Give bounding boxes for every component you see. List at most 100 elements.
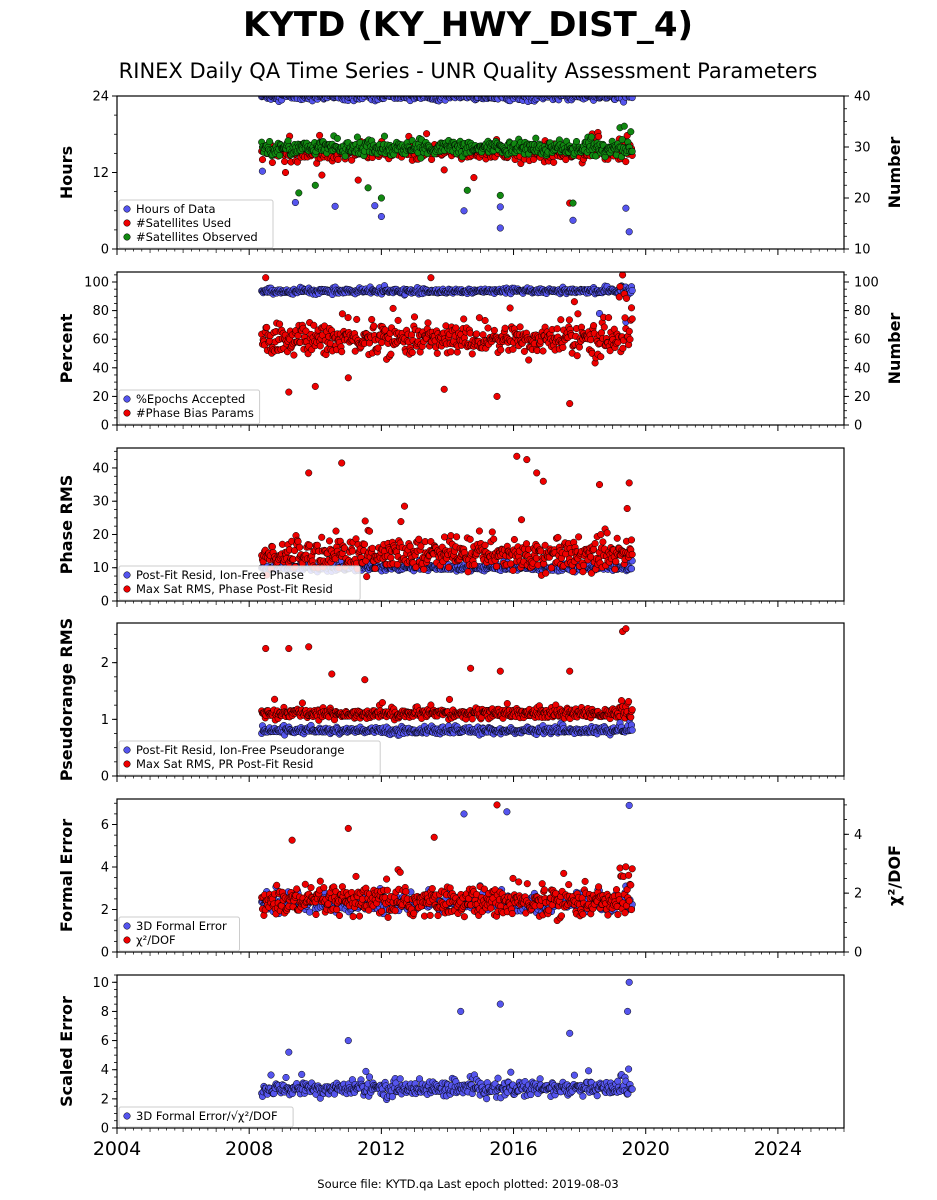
y-tick-label: 40 <box>92 461 109 476</box>
data-point <box>600 86 607 93</box>
data-point <box>628 315 636 323</box>
outlier-point <box>619 272 627 279</box>
data-point <box>445 563 453 571</box>
data-point <box>484 324 492 332</box>
data-point <box>592 152 600 160</box>
data-point <box>420 565 428 573</box>
data-point <box>400 96 404 97</box>
data-point <box>410 313 419 321</box>
data-point <box>488 528 496 536</box>
data-point <box>374 86 381 93</box>
data-point <box>564 96 567 97</box>
data-point <box>565 316 573 324</box>
series--phase-bias-params <box>258 272 636 408</box>
data-point <box>529 96 532 97</box>
figure-title: KYTD (KY_HWY_DIST_4) <box>243 5 693 45</box>
series-post-fit-resid-ion-free-pseudorange <box>258 716 636 739</box>
legend: Hours of Data#Satellites Used#Satellites… <box>118 199 274 249</box>
data-point <box>294 537 302 546</box>
data-point <box>453 89 460 96</box>
data-point <box>532 134 540 142</box>
data-point <box>455 96 460 97</box>
y-right-tick-label: 30 <box>854 141 871 156</box>
data-point <box>371 88 378 95</box>
outlier-point <box>539 477 547 485</box>
data-point <box>581 89 588 96</box>
data-point <box>422 86 429 93</box>
data-point <box>370 322 378 330</box>
y-tick-label: 30 <box>92 495 109 510</box>
data-point <box>338 88 345 95</box>
plot-area <box>258 272 636 408</box>
y-tick-label: 80 <box>92 304 109 319</box>
data-point <box>473 330 481 338</box>
data-point <box>547 564 556 572</box>
data-point <box>341 152 349 160</box>
data-point <box>475 314 483 322</box>
y-tick-label: 60 <box>92 333 109 348</box>
outlier-point <box>311 382 319 390</box>
legend-label: %Epochs Accepted <box>136 392 245 406</box>
data-point <box>332 87 339 94</box>
data-point <box>268 543 276 551</box>
series--epochs-accepted <box>258 282 636 326</box>
outlier-point <box>427 274 435 282</box>
data-point <box>423 130 431 138</box>
data-point <box>334 155 342 164</box>
data-point <box>322 96 324 97</box>
data-point <box>363 573 371 581</box>
outlier-point <box>338 459 346 467</box>
data-point <box>353 96 357 97</box>
series-max-sat-rms-pr-post-fit-resid <box>258 625 636 724</box>
outlier-point <box>569 216 577 224</box>
plot-area <box>258 452 636 581</box>
legend-label: #Phase Bias Params <box>136 406 254 420</box>
legend-label: Hours of Data <box>136 202 216 216</box>
outlier-point <box>354 176 362 184</box>
outlier-point <box>440 166 448 174</box>
y-axis-label: Phase RMS <box>57 475 76 575</box>
data-point <box>509 345 517 353</box>
outlier-point <box>622 204 630 212</box>
data-point <box>580 561 588 569</box>
data-point <box>316 342 324 350</box>
data-point <box>288 96 292 97</box>
outlier-point <box>440 385 448 393</box>
data-point <box>296 96 300 97</box>
y-right-tick-label: 20 <box>854 192 871 207</box>
data-point <box>574 310 582 318</box>
legend-marker <box>123 585 131 593</box>
data-point <box>387 554 395 562</box>
data-point <box>271 695 279 703</box>
data-point <box>400 502 409 510</box>
data-point <box>453 348 461 356</box>
legend-label: Post-Fit Resid, Ion-Free Phase <box>136 568 304 582</box>
data-point <box>393 96 397 97</box>
legend-marker <box>123 409 131 417</box>
outlier-point <box>496 191 504 199</box>
data-point <box>361 517 369 525</box>
outlier-point <box>595 481 604 489</box>
legend-box <box>118 199 274 249</box>
data-point <box>612 557 620 566</box>
data-point <box>453 533 461 541</box>
y-axis-label: Hours <box>57 146 76 199</box>
data-point <box>627 304 636 312</box>
data-point <box>591 539 599 548</box>
outlier-point <box>344 374 352 382</box>
data-point <box>501 324 509 332</box>
data-point <box>506 304 514 312</box>
outlier-point <box>377 212 385 221</box>
data-point <box>569 568 577 576</box>
data-point <box>412 89 419 96</box>
data-point <box>397 518 405 526</box>
outlier-point <box>625 479 633 487</box>
y-right-tick-label: 20 <box>854 390 871 405</box>
data-point <box>627 536 636 544</box>
data-point <box>340 544 349 552</box>
data-point <box>575 343 583 351</box>
outlier-point <box>523 456 531 464</box>
